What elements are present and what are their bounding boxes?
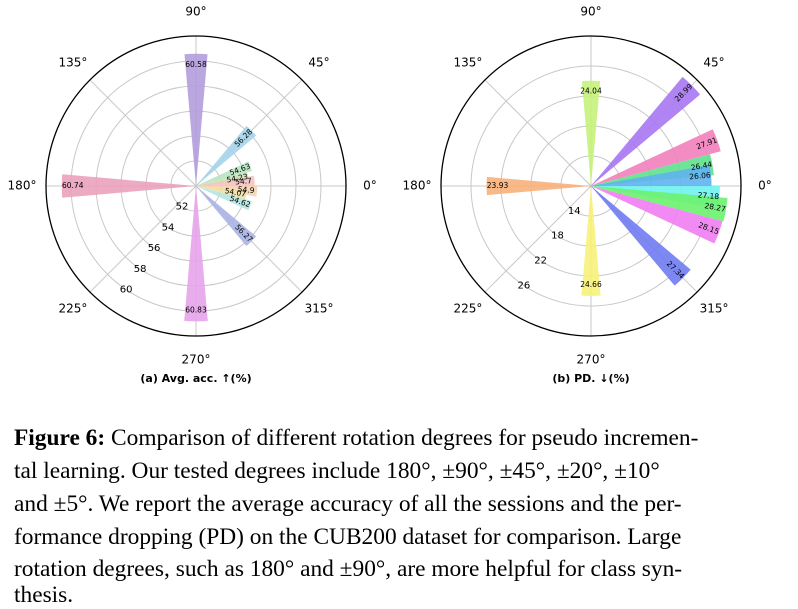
bar-wedge <box>591 154 714 186</box>
bar-wedge <box>591 129 721 186</box>
bar-wedge <box>196 186 247 200</box>
bar-wedge <box>196 175 255 186</box>
bar-wedge <box>486 176 591 196</box>
radial-tick-label: 58 <box>134 264 147 275</box>
bar-value-label: 54.7 <box>235 176 253 186</box>
caption-line-3: and ±5°. We report the average accuracy … <box>14 491 682 517</box>
angle-tick-label: 315° <box>305 302 334 316</box>
polar-chart-avg-accuracy: 60.5856.2854.6354.2354.754.954.0754.6256… <box>8 5 377 386</box>
bar-value-label: 54.62 <box>228 194 251 210</box>
figure-6: 60.58 56.28 54.63 54.23 54.7 54.9 54.07 54.62 56… <box>8 5 772 386</box>
bar-wedge <box>196 125 257 186</box>
radial-tick-label: 18 <box>551 231 564 242</box>
bar-wedge <box>196 186 252 211</box>
bar-wedge <box>591 165 712 186</box>
angle-tick-label: 180° <box>8 179 37 193</box>
bar-value-label: 26.06 <box>689 171 711 182</box>
bar-wedge <box>581 80 601 186</box>
angle-tick-label: 45° <box>703 55 724 69</box>
bar-value-label: 60.83 <box>185 305 207 314</box>
bar-value-label: 54.9 <box>237 185 255 195</box>
angle-tick-label: 270° <box>577 353 606 367</box>
chart-title: (a) Avg. acc. ↑(%) <box>140 372 251 385</box>
angle-tick-label: 0° <box>758 179 772 193</box>
grid-spoke <box>89 185 197 293</box>
radial-tick-label: 56 <box>148 243 161 254</box>
bar-value-label: 23.93 <box>487 181 509 190</box>
angle-tick-label: 0° <box>363 179 377 193</box>
grid-spoke <box>484 185 592 293</box>
caption-line-2: tal learning. Our tested degrees include… <box>14 458 660 484</box>
bar-wedge <box>184 186 208 322</box>
radial-tick-label: 14 <box>568 206 581 217</box>
angle-tick-label: 135° <box>454 55 483 69</box>
angle-tick-label: 225° <box>59 302 88 316</box>
caption-label: Figure 6: <box>14 425 106 451</box>
angle-tick-label: 135° <box>59 55 88 69</box>
caption-line-4: formance dropping (PD) on the CUB200 dat… <box>14 524 682 550</box>
bar-wedge <box>581 186 601 296</box>
angle-tick-label: 45° <box>308 55 329 69</box>
bar-value-label: 27.18 <box>697 190 719 201</box>
bar-wedge <box>196 186 257 247</box>
polar-frame <box>45 35 347 337</box>
bar-value-label: 60.74 <box>62 181 84 190</box>
bar-value-label: 28.27 <box>704 201 727 214</box>
bar-value-label: 24.04 <box>580 87 602 96</box>
angle-tick-label: 180° <box>403 179 432 193</box>
radial-tick-label: 22 <box>534 256 547 267</box>
caption-line-6: thesis. <box>14 582 74 608</box>
radial-tick-label: 60 <box>120 285 133 296</box>
radial-tick-label: 52 <box>176 202 189 213</box>
angle-tick-label: 225° <box>454 302 483 316</box>
polar-frame <box>440 35 742 337</box>
bar-wedge <box>184 53 208 186</box>
chart-title: (b) PD. ↓(%) <box>552 372 629 385</box>
bar-wedge <box>591 186 691 286</box>
bar-wedge <box>591 186 728 222</box>
radial-tick-label: 54 <box>162 222 175 233</box>
bar-wedge <box>196 161 252 186</box>
grid-spoke <box>89 79 197 187</box>
angle-tick-label: 90° <box>580 5 601 19</box>
angle-tick-label: 90° <box>185 5 206 19</box>
caption-line-1: Figure 6: Comparison of different rotati… <box>14 425 698 452</box>
radial-tick-label: 26 <box>518 280 531 291</box>
caption-text: Comparison of different rotation degrees… <box>105 425 699 451</box>
angle-tick-label: 270° <box>182 353 211 367</box>
bar-wedge <box>591 186 723 244</box>
bar-wedge <box>591 76 701 186</box>
bar-wedge <box>196 172 249 186</box>
bar-value-label: 54.07 <box>224 186 247 199</box>
caption-line-5: rotation degrees, such as 180° and ±90°,… <box>14 556 683 582</box>
angle-tick-label: 315° <box>700 302 729 316</box>
bar-wedge <box>61 174 196 198</box>
polar-chart-performance-dropping: 24.04 28.9927.9126.4426.0627.1828.2728.15… <box>403 5 772 386</box>
bar-value-label: 24.66 <box>580 280 602 289</box>
bar-value-label: 60.58 <box>185 60 207 69</box>
bar-value-label: 26.44 <box>690 160 713 173</box>
grid-spoke <box>484 79 592 187</box>
bar-value-label: 54.23 <box>226 172 249 185</box>
